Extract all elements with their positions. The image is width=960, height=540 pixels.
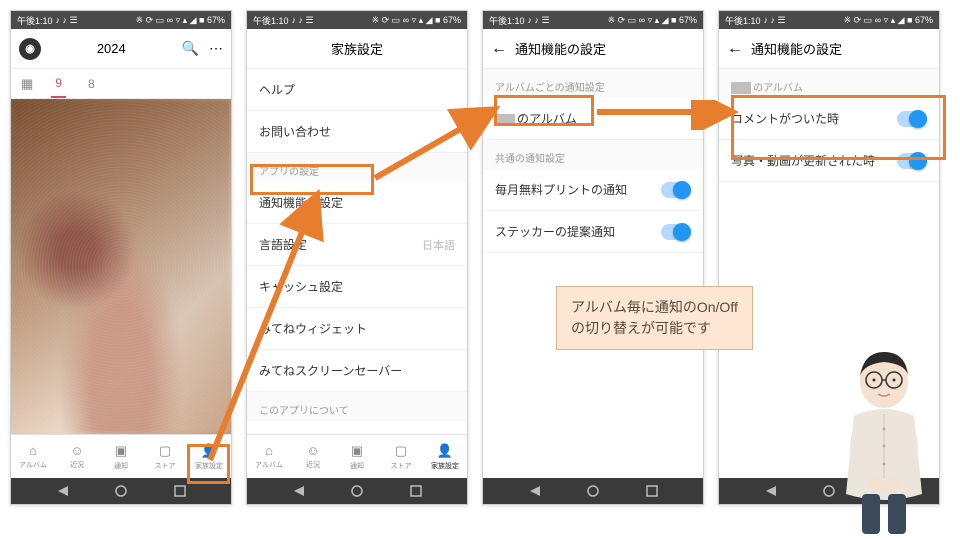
redacted-name xyxy=(731,82,751,94)
phone-screen-2: 午後1:10♪ ♪ ☰ ※ ⟳ ▭ ∞ ▿ ▴ ◢ ■ 67% 家族設定 ヘルプ… xyxy=(246,10,468,505)
row-sticker-notify[interactable]: ステッカーの提案通知 xyxy=(483,211,703,253)
photo-grid[interactable] xyxy=(11,99,231,434)
tab-month-8[interactable]: 8 xyxy=(84,69,99,98)
section-per-album: アルバムごとの通知設定 xyxy=(483,69,703,98)
app-bar: 家族設定 xyxy=(247,29,467,69)
android-recent-icon[interactable] xyxy=(173,484,187,498)
row-tos[interactable]: 利用規約 xyxy=(247,421,467,434)
toggle-print[interactable] xyxy=(661,182,691,198)
row-screensaver[interactable]: みてねスクリーンセーバー xyxy=(247,350,467,392)
nav-album[interactable]: ⌂アルバム xyxy=(11,435,55,478)
year-title: 2024 xyxy=(49,41,174,56)
row-print-notify[interactable]: 毎月無料プリントの通知 xyxy=(483,169,703,211)
phone-screen-3: 午後1:10♪ ♪ ☰ ※ ⟳ ▭ ∞ ▿ ▴ ◢ ■ 67% ← 通知機能の設… xyxy=(482,10,704,505)
month-tabs: ▦ 9 8 xyxy=(11,69,231,99)
section-common: 共通の通知設定 xyxy=(483,140,703,169)
android-home-icon[interactable] xyxy=(114,484,128,498)
row-widget[interactable]: みてねウィジェット xyxy=(247,308,467,350)
nav-notify[interactable]: ▣通知 xyxy=(335,435,379,478)
toggle-sticker[interactable] xyxy=(661,224,691,240)
row-media-notify[interactable]: 写真・動画が更新された時 xyxy=(719,140,939,182)
status-bar: 午後1:10♪ ♪ ☰ ※ ⟳ ▭ ∞ ▿ ▴ ◢ ■ 67% xyxy=(11,11,231,29)
nav-recent[interactable]: ☺近況 xyxy=(55,435,99,478)
search-icon[interactable]: 🔍 xyxy=(182,40,199,57)
row-album[interactable]: のアルバム xyxy=(483,98,703,140)
callout-line-1: アルバム毎に通知のOn/Off xyxy=(571,297,738,318)
nav-recent[interactable]: ☺近況 xyxy=(291,435,335,478)
bell-icon: ▣ xyxy=(115,443,127,459)
row-cache[interactable]: キャッシュ設定 xyxy=(247,266,467,308)
app-bar: ← 通知機能の設定 xyxy=(483,29,703,69)
toggle-media[interactable] xyxy=(897,153,927,169)
phone-screen-1: 午後1:10♪ ♪ ☰ ※ ⟳ ▭ ∞ ▿ ▴ ◢ ■ 67% ◉ 2024 🔍… xyxy=(10,10,232,505)
status-bar: 午後1:10♪ ♪ ☰ ※ ⟳ ▭ ∞ ▿ ▴ ◢ ■ 67% xyxy=(247,11,467,29)
settings-list: ヘルプ お問い合わせ アプリの設定 通知機能の設定 言語設定日本語 キャッシュ設… xyxy=(247,69,467,434)
callout-line-2: の切り替えが可能です xyxy=(571,318,738,339)
page-title: 通知機能の設定 xyxy=(515,39,695,58)
grid-icon[interactable]: ▦ xyxy=(21,76,33,92)
row-contact[interactable]: お問い合わせ xyxy=(247,111,467,153)
status-bar: 午後1:10♪ ♪ ☰ ※ ⟳ ▭ ∞ ▿ ▴ ◢ ■ 67% xyxy=(483,11,703,29)
guide-character xyxy=(814,334,954,534)
android-nav-bar xyxy=(483,478,703,504)
section-app-settings: アプリの設定 xyxy=(247,153,467,182)
back-icon[interactable]: ← xyxy=(491,40,507,58)
section-album-name: のアルバム xyxy=(719,69,939,98)
row-comment-notify[interactable]: コメントがついた時 xyxy=(719,98,939,140)
row-language[interactable]: 言語設定日本語 xyxy=(247,224,467,266)
page-title: 通知機能の設定 xyxy=(751,39,931,58)
status-bar: 午後1:10♪ ♪ ☰ ※ ⟳ ▭ ∞ ▿ ▴ ◢ ■ 67% xyxy=(719,11,939,29)
nav-album[interactable]: ⌂アルバム xyxy=(247,435,291,478)
android-back-icon[interactable] xyxy=(56,484,70,498)
page-title: 家族設定 xyxy=(255,39,459,58)
android-nav-bar xyxy=(247,478,467,504)
android-nav-bar xyxy=(11,478,231,504)
tab-month-9[interactable]: 9 xyxy=(51,69,66,98)
notification-settings-list: アルバムごとの通知設定 のアルバム 共通の通知設定 毎月無料プリントの通知 ステ… xyxy=(483,69,703,478)
bag-icon: ▢ xyxy=(159,443,171,459)
nav-store[interactable]: ▢ストア xyxy=(143,435,187,478)
section-about: このアプリについて xyxy=(247,392,467,421)
bottom-nav: ⌂アルバム ☺近況 ▣通知 ▢ストア 👤家族設定 xyxy=(11,434,231,478)
app-logo-icon[interactable]: ◉ xyxy=(19,38,41,60)
nav-settings[interactable]: 👤家族設定 xyxy=(423,435,467,478)
more-icon[interactable]: ⋯ xyxy=(209,40,223,57)
bottom-nav: ⌂アルバム ☺近況 ▣通知 ▢ストア 👤家族設定 xyxy=(247,434,467,478)
row-notification-settings[interactable]: 通知機能の設定 xyxy=(247,182,467,224)
redacted-name xyxy=(495,114,515,126)
callout-bubble: アルバム毎に通知のOn/Off の切り替えが可能です xyxy=(556,286,753,350)
nav-notify[interactable]: ▣通知 xyxy=(99,435,143,478)
home-icon: ⌂ xyxy=(29,443,37,458)
person-icon: 👤 xyxy=(201,443,217,459)
face-icon: ☺ xyxy=(70,443,83,458)
back-icon[interactable]: ← xyxy=(727,40,743,58)
nav-store[interactable]: ▢ストア xyxy=(379,435,423,478)
nav-settings[interactable]: 👤家族設定 xyxy=(187,435,231,478)
toggle-comment[interactable] xyxy=(897,111,927,127)
app-bar: ◉ 2024 🔍 ⋯ xyxy=(11,29,231,69)
app-bar: ← 通知機能の設定 xyxy=(719,29,939,69)
row-help[interactable]: ヘルプ xyxy=(247,69,467,111)
